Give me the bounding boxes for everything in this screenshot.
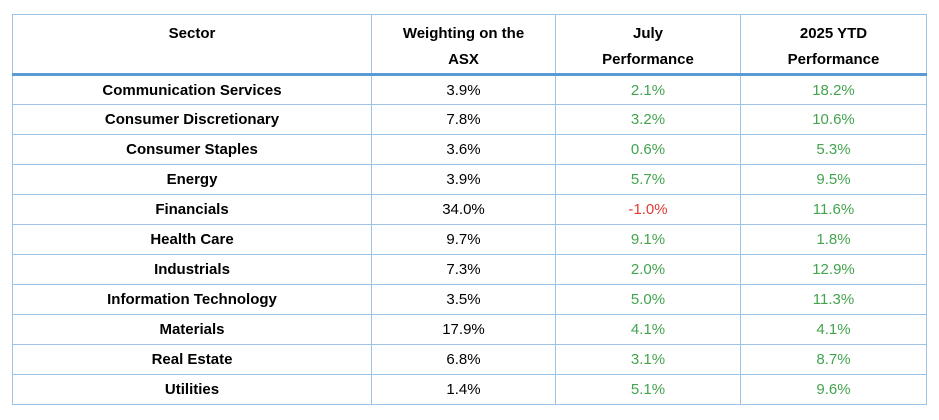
table-header: Sector Weighting on the ASX July Perform… [12, 14, 927, 76]
july-performance-cell: 3.2% [555, 104, 741, 135]
table-row: Real Estate 6.8% 3.1% 8.7% [12, 344, 927, 375]
weighting-cell: 9.7% [371, 224, 556, 255]
ytd-performance-cell: 1.8% [740, 224, 927, 255]
sector-cell: Industrials [12, 254, 372, 285]
july-performance-cell: 3.1% [555, 344, 741, 375]
header-line: Sector [168, 25, 216, 42]
ytd-performance-cell: 8.7% [740, 344, 927, 375]
ytd-performance-cell: 10.6% [740, 104, 927, 135]
july-performance-cell: 5.0% [555, 284, 741, 315]
column-header-july-performance: July Performance [555, 14, 741, 76]
sector-cell: Health Care [12, 224, 372, 255]
ytd-performance-cell: 9.6% [740, 374, 927, 405]
sector-performance-table: Sector Weighting on the ASX July Perform… [12, 14, 927, 405]
july-performance-cell: 2.1% [555, 74, 741, 105]
weighting-cell: 3.9% [371, 74, 556, 105]
table-row: Energy 3.9% 5.7% 9.5% [12, 164, 927, 195]
table-row: Communication Services 3.9% 2.1% 18.2% [12, 74, 927, 105]
header-line: ASX [448, 51, 479, 68]
sector-cell: Financials [12, 194, 372, 225]
weighting-cell: 34.0% [371, 194, 556, 225]
july-performance-cell: -1.0% [555, 194, 741, 225]
sector-cell: Communication Services [12, 74, 372, 105]
weighting-cell: 3.6% [371, 134, 556, 165]
ytd-performance-cell: 5.3% [740, 134, 927, 165]
header-line: July [632, 25, 663, 42]
ytd-performance-cell: 11.3% [740, 284, 927, 315]
sector-cell: Information Technology [12, 284, 372, 315]
ytd-performance-cell: 18.2% [740, 74, 927, 105]
header-line: Performance [602, 51, 694, 68]
sector-cell: Consumer Discretionary [12, 104, 372, 135]
weighting-cell: 7.8% [371, 104, 556, 135]
header-row: Sector Weighting on the ASX July Perform… [12, 14, 927, 76]
weighting-cell: 6.8% [371, 344, 556, 375]
weighting-cell: 7.3% [371, 254, 556, 285]
sector-cell: Energy [12, 164, 372, 195]
sector-cell: Utilities [12, 374, 372, 405]
sector-performance-table-container: Sector Weighting on the ASX July Perform… [12, 14, 927, 405]
sector-cell: Consumer Staples [12, 134, 372, 165]
weighting-cell: 3.9% [371, 164, 556, 195]
table-row: Industrials 7.3% 2.0% 12.9% [12, 254, 927, 285]
table-row: Financials 34.0% -1.0% 11.6% [12, 194, 927, 225]
table-row: Information Technology 3.5% 5.0% 11.3% [12, 284, 927, 315]
table-row: Consumer Discretionary 7.8% 3.2% 10.6% [12, 104, 927, 135]
ytd-performance-cell: 12.9% [740, 254, 927, 285]
column-header-sector: Sector [12, 14, 372, 76]
column-header-ytd-performance: 2025 YTD Performance [740, 14, 927, 76]
table-row: Health Care 9.7% 9.1% 1.8% [12, 224, 927, 255]
sector-cell: Real Estate [12, 344, 372, 375]
weighting-cell: 17.9% [371, 314, 556, 345]
ytd-performance-cell: 11.6% [740, 194, 927, 225]
ytd-performance-cell: 9.5% [740, 164, 927, 195]
table-body: Communication Services 3.9% 2.1% 18.2% Consu… [12, 74, 927, 405]
july-performance-cell: 0.6% [555, 134, 741, 165]
weighting-cell: 1.4% [371, 374, 556, 405]
header-line: Weighting on the [402, 25, 525, 42]
header-line: 2025 YTD [799, 25, 868, 42]
july-performance-cell: 5.1% [555, 374, 741, 405]
column-header-weighting: Weighting on the ASX [371, 14, 556, 76]
header-line: Performance [787, 51, 880, 68]
table-row: Utilities 1.4% 5.1% 9.6% [12, 374, 927, 405]
july-performance-cell: 2.0% [555, 254, 741, 285]
july-performance-cell: 4.1% [555, 314, 741, 345]
july-performance-cell: 9.1% [555, 224, 741, 255]
sector-cell: Materials [12, 314, 372, 345]
weighting-cell: 3.5% [371, 284, 556, 315]
july-performance-cell: 5.7% [555, 164, 741, 195]
ytd-performance-cell: 4.1% [740, 314, 927, 345]
table-row: Consumer Staples 3.6% 0.6% 5.3% [12, 134, 927, 165]
table-row: Materials 17.9% 4.1% 4.1% [12, 314, 927, 345]
